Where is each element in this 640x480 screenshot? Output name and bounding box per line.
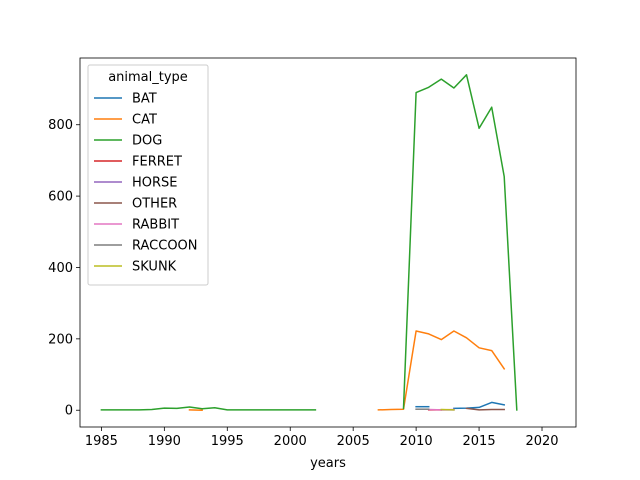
x-tick-label: 2000: [274, 434, 307, 449]
legend-label-dog: DOG: [132, 134, 162, 149]
series-line-dog-1: [100, 406, 317, 411]
series-line-other-1: [465, 407, 505, 411]
legend-box: [87, 64, 209, 286]
legend-label-raccoon: RACCOON: [132, 239, 198, 254]
x-axis-label: years: [310, 456, 346, 471]
legend-label-other: OTHER: [132, 197, 177, 212]
y-tick-label: 0: [65, 404, 73, 419]
x-tick-label: 1985: [85, 434, 118, 449]
legend-label-horse: HORSE: [132, 176, 178, 191]
x-tick-label: 1995: [211, 434, 244, 449]
plot-lines: [100, 74, 518, 411]
legend-title: animal_type: [108, 70, 188, 85]
y-tick-label: 400: [48, 261, 73, 276]
y-tick-label: 600: [48, 190, 73, 205]
series-line-dog-2: [402, 74, 518, 411]
series-line-bat-2: [453, 401, 506, 410]
legend-label-cat: CAT: [132, 113, 157, 128]
x-axis: 1985 1990 1995 2000 2005 2010 2015 2020: [85, 427, 559, 449]
x-tick-label: 2015: [463, 434, 496, 449]
x-tick-label: 2010: [400, 434, 433, 449]
x-tick-label: 1990: [148, 434, 181, 449]
legend-label-ferret: FERRET: [132, 155, 182, 170]
series-line-cat-2: [377, 330, 506, 411]
legend-label-rabbit: RABBIT: [132, 218, 179, 233]
legend-label-skunk: SKUNK: [132, 260, 177, 275]
y-tick-label: 200: [48, 332, 73, 347]
x-tick-label: 2005: [337, 434, 370, 449]
legend-entries: BAT CAT DOG FERRET HORSE OTHER RABBIT RACCOON SK…: [94, 92, 198, 275]
plot-frame: [79, 57, 577, 428]
legend-label-bat: BAT: [132, 92, 157, 107]
y-axis: 0 200 400 600 800: [48, 118, 80, 419]
x-tick-label: 2020: [525, 434, 558, 449]
legend: animal_type BAT CAT DOG FERRET HORSE OTHER RAB…: [87, 64, 209, 286]
y-tick-label: 800: [48, 118, 73, 133]
